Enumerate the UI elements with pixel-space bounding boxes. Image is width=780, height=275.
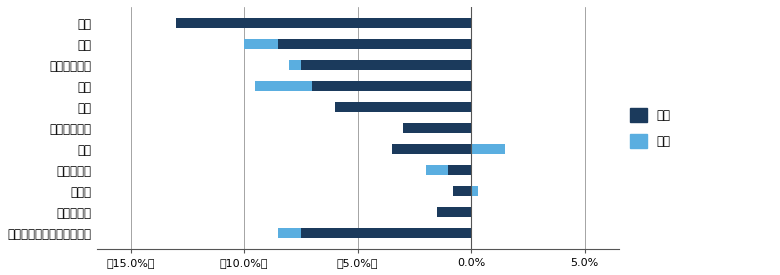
Bar (437, 207, 471, 217)
Bar (403, 123, 471, 133)
Bar (312, 81, 471, 91)
Bar (278, 39, 471, 50)
Bar (392, 144, 471, 154)
Bar (255, 81, 312, 91)
Bar (244, 39, 278, 50)
Bar (176, 18, 471, 28)
Bar (448, 165, 471, 175)
Legend: 株式, 通貨: 株式, 通貨 (629, 108, 671, 148)
Bar (301, 60, 471, 70)
Bar (289, 60, 301, 70)
Bar (335, 102, 471, 112)
Bar (426, 165, 448, 175)
Bar (278, 227, 301, 238)
Bar (453, 186, 471, 196)
Bar (301, 227, 471, 238)
Bar (471, 186, 478, 196)
Bar (471, 144, 505, 154)
